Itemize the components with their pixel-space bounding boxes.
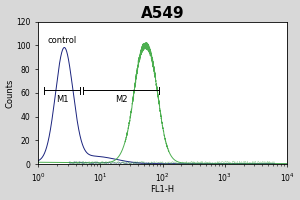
- Text: M1: M1: [56, 95, 69, 104]
- Text: M2: M2: [115, 95, 128, 104]
- Text: control: control: [47, 36, 77, 45]
- Y-axis label: Counts: Counts: [6, 78, 15, 108]
- Title: A549: A549: [141, 6, 184, 21]
- X-axis label: FL1-H: FL1-H: [151, 185, 175, 194]
